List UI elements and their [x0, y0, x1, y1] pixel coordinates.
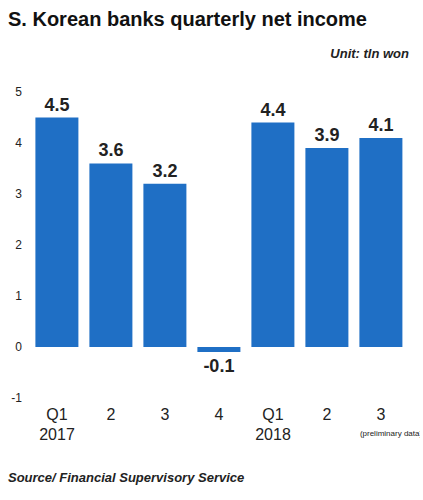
svg-text:0: 0: [15, 340, 22, 354]
svg-text:4: 4: [15, 136, 22, 150]
svg-text:4: 4: [215, 406, 224, 423]
svg-text:1: 1: [15, 289, 22, 303]
svg-text:2: 2: [107, 406, 116, 423]
svg-text:(preliminary data): (preliminary data): [360, 429, 415, 438]
svg-text:3: 3: [15, 187, 22, 201]
svg-text:3.9: 3.9: [314, 125, 339, 145]
svg-text:3: 3: [161, 406, 170, 423]
svg-text:4.4: 4.4: [260, 100, 285, 120]
html-text:Unit: tln won: Unit: tln won: [330, 46, 409, 61]
svg-text:3.6: 3.6: [98, 140, 123, 160]
svg-text:-1: -1: [11, 391, 22, 405]
svg-text:Q1: Q1: [46, 406, 67, 423]
svg-text:4.5: 4.5: [44, 95, 69, 115]
svg-text:Q1: Q1: [262, 406, 283, 423]
svg-text:2: 2: [323, 406, 332, 423]
html-text:S. Korean banks quarterly net: S. Korean banks quarterly net income: [8, 8, 367, 30]
html-text:Source/ Financial Supervisory: Source/ Financial Supervisory Service: [8, 470, 245, 485]
svg-text:3: 3: [377, 406, 386, 423]
svg-text:-0.1: -0.1: [203, 356, 234, 376]
svg-text:2018: 2018: [255, 426, 291, 443]
svg-text:2017: 2017: [39, 426, 75, 443]
svg-text:4.1: 4.1: [368, 115, 393, 135]
svg-text:2: 2: [15, 238, 22, 252]
svg-text:5: 5: [15, 85, 22, 99]
svg-text:3.2: 3.2: [152, 161, 177, 181]
